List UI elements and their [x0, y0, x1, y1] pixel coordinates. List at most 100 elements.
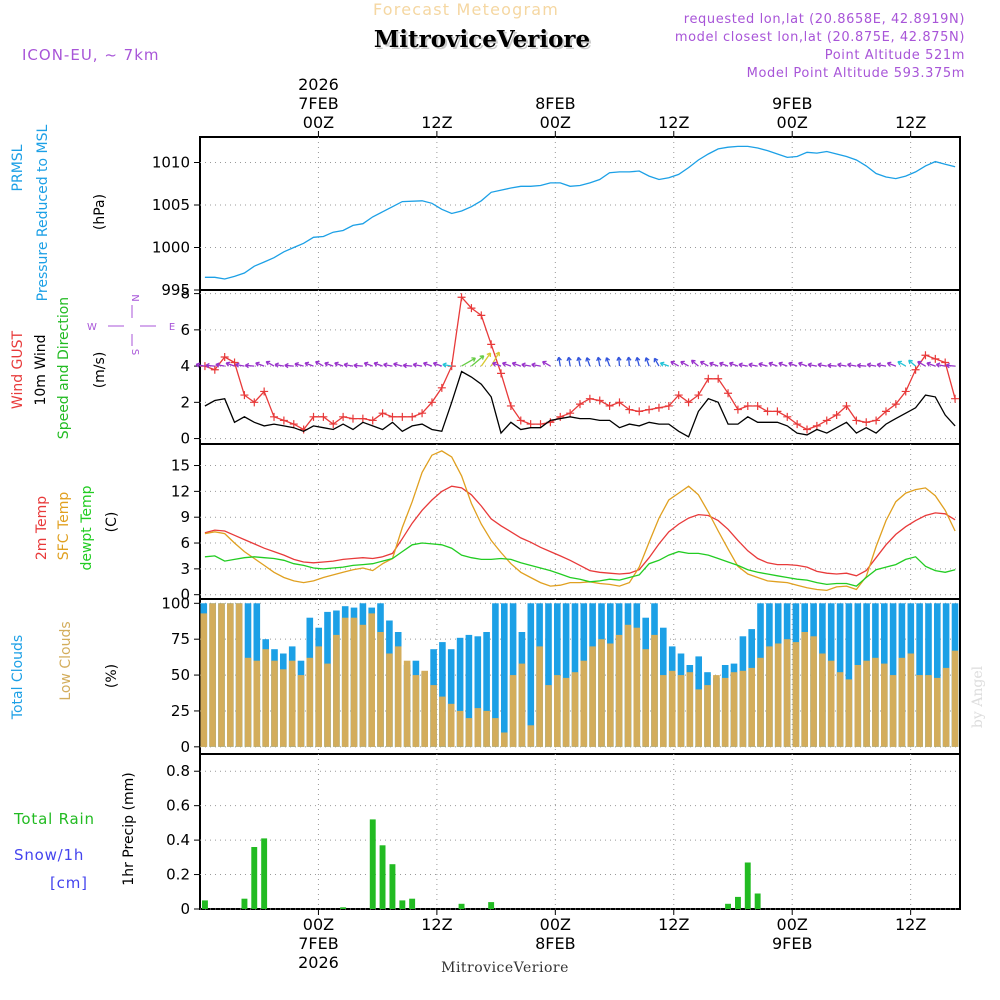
- low-cloud-bar: [562, 677, 570, 747]
- rain-bar: [488, 902, 495, 909]
- wind-direction-arrow: [644, 357, 650, 367]
- total-cloud-bar: [527, 603, 535, 747]
- wind-direction-arrow: [738, 362, 748, 368]
- total-cloud-bar: [509, 603, 517, 747]
- gust-marker: [694, 391, 703, 400]
- gust-marker: [743, 401, 752, 410]
- low-cloud-bar: [916, 675, 923, 747]
- wind-direction-arrow: [709, 361, 719, 367]
- wind-direction-arrow: [758, 361, 768, 368]
- wind-direction-arrow: [798, 361, 808, 367]
- low-cloud-bar: [271, 660, 278, 747]
- total-cloud-bar: [492, 603, 499, 747]
- total-cloud-bar: [545, 603, 552, 747]
- low-cloud-bar: [474, 708, 482, 747]
- rain-bar: [202, 900, 208, 909]
- wind-direction-arrow: [917, 360, 926, 367]
- wind-direction-arrow: [480, 352, 492, 367]
- gust-marker: [931, 354, 940, 363]
- low-cloud-bar: [253, 660, 261, 747]
- gust-marker: [763, 407, 772, 416]
- low-cloud-bar: [889, 675, 897, 747]
- low-cloud-bar: [739, 670, 747, 747]
- low-cloud-bar: [483, 710, 490, 747]
- y-tick-label: 100: [161, 594, 190, 612]
- wind-direction-arrow: [373, 361, 383, 367]
- wind-direction-arrow: [866, 362, 877, 368]
- gust-marker: [941, 358, 950, 367]
- low-cloud-bar: [377, 632, 384, 747]
- low-cloud-bar: [863, 660, 870, 747]
- gust-marker: [595, 396, 604, 405]
- low-cloud-bar: [324, 663, 331, 747]
- rain-bar: [389, 864, 396, 909]
- series-line-sfc-temp: [204, 450, 956, 592]
- rain-bar: [735, 896, 741, 909]
- low-cloud-bar: [288, 660, 296, 747]
- gust-marker: [250, 398, 259, 407]
- gust-marker: [714, 374, 723, 383]
- total-cloud-bar: [916, 603, 923, 747]
- low-cloud-bar: [668, 670, 676, 747]
- total-cloud-bar: [501, 603, 508, 747]
- closest-coords: model closest lon,lat (20.875E, 42.875N): [675, 30, 965, 45]
- gust-marker: [289, 420, 298, 429]
- wind-direction-arrow: [334, 361, 344, 367]
- y-tick-label: 0: [180, 738, 190, 756]
- gust-marker: [230, 358, 239, 367]
- wind-direction-arrow: [521, 362, 531, 368]
- time-label: 00Z: [540, 915, 571, 934]
- compass-n: N: [129, 294, 140, 301]
- pressure-ylabel: (hPa): [92, 194, 108, 230]
- low-cloud-bar: [492, 718, 499, 747]
- wind-direction-arrow: [788, 361, 798, 367]
- rain-bar: [409, 898, 416, 909]
- gust-marker: [378, 409, 387, 418]
- low-cloud-bar: [757, 657, 764, 747]
- y-tick-label: 12: [171, 482, 190, 500]
- wind-grid: [200, 290, 960, 444]
- wind-direction-arrow: [324, 361, 334, 367]
- series-line-2m-temp: [204, 485, 956, 577]
- low-cloud-bar: [766, 646, 773, 747]
- gust-marker: [467, 304, 476, 313]
- precip-panel-frame: [199, 753, 961, 910]
- wind-direction-arrow: [393, 361, 403, 368]
- gust-marker: [260, 387, 269, 396]
- date-label: 9FEB: [772, 94, 812, 113]
- wind-direction-arrow: [585, 357, 591, 367]
- rain-bar: [379, 845, 386, 909]
- gust-marker: [556, 412, 565, 421]
- precip-ylabel: 1hr Precip (mm): [121, 772, 137, 885]
- y-tick-label: 9: [180, 508, 190, 526]
- low-cloud-bar: [412, 675, 420, 747]
- gust-marker: [526, 420, 535, 429]
- low-cloud-bar: [545, 685, 552, 747]
- compass-e: E: [169, 322, 175, 333]
- wind-direction-arrow: [205, 362, 215, 369]
- precip-y-axis: 0 0.2 0.4 0.6 0.8: [166, 762, 200, 918]
- series-line-dewpt-temp: [204, 542, 956, 587]
- y-tick-label: 0.6: [166, 797, 190, 815]
- gust-marker: [753, 401, 762, 410]
- low-cloud-bar: [235, 603, 243, 747]
- y-tick-label: 4: [180, 357, 190, 375]
- rain-bar: [754, 893, 761, 909]
- precip-panel: 0 0.2 0.4 0.6 0.8 Total Rain Snow/1h [cm] 1h…: [13, 753, 961, 918]
- low-cloud-bar: [695, 689, 702, 747]
- temp-title-sfc: SFC Temp: [56, 492, 72, 561]
- gust-marker: [842, 401, 851, 410]
- wind-direction-arrow: [294, 361, 304, 368]
- gust-marker: [674, 391, 683, 400]
- wind-direction-arrow: [768, 361, 778, 367]
- wind-direction-arrow: [748, 362, 758, 368]
- y-tick-label: 15: [171, 457, 190, 475]
- low-cloud-bar: [554, 675, 561, 747]
- date-label: 7FEB: [298, 934, 338, 953]
- wind-direction-arrow: [244, 362, 255, 369]
- total-cloud-bar: [439, 642, 446, 747]
- gust-marker: [339, 412, 348, 421]
- low-cloud-bar: [589, 646, 596, 747]
- low-cloud-bar: [598, 639, 605, 747]
